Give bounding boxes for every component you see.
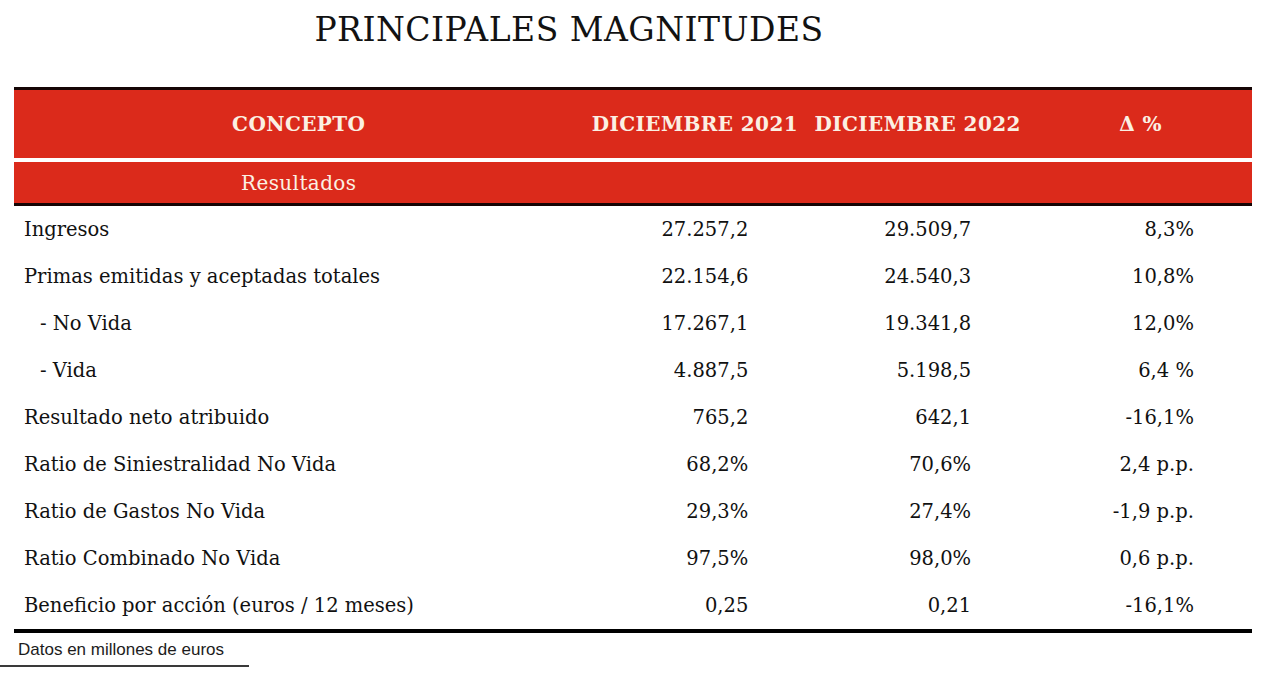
table-row: Beneficio por acción (euros / 12 meses) …	[14, 582, 1252, 629]
row-value-diciembre-2022: 642,1	[806, 406, 1029, 429]
table-row: Ratio de Siniestralidad No Vida 68,2% 70…	[14, 441, 1252, 488]
row-concepto-label: Resultado neto atribuido	[14, 406, 583, 429]
row-value-delta: -1,9 p.p.	[1029, 500, 1252, 523]
header-concepto: CONCEPTO	[14, 112, 583, 136]
page-title: PRINCIPALES MAGNITUDES	[0, 10, 1188, 49]
row-value-delta: 12,0%	[1029, 312, 1252, 335]
row-value-diciembre-2021: 29,3%	[583, 500, 806, 523]
table-row: Resultado neto atribuido 765,2 642,1 -16…	[14, 394, 1252, 441]
magnitudes-table: CONCEPTO DICIEMBRE 2021 DICIEMBRE 2022 Δ…	[14, 87, 1252, 633]
row-value-diciembre-2022: 0,21	[806, 594, 1029, 617]
row-value-diciembre-2022: 19.341,8	[806, 312, 1029, 335]
table-row: Primas emitidas y aceptadas totales 22.1…	[14, 253, 1252, 300]
row-concepto-label: Ingresos	[14, 218, 583, 241]
row-value-diciembre-2022: 98,0%	[806, 547, 1029, 570]
section-label: Resultados	[14, 171, 583, 195]
row-value-delta: 8,3%	[1029, 218, 1252, 241]
row-concepto-label: Beneficio por acción (euros / 12 meses)	[14, 594, 583, 617]
row-concepto-label: Ratio de Gastos No Vida	[14, 500, 583, 523]
row-value-diciembre-2022: 29.509,7	[806, 218, 1029, 241]
header-delta-percent: Δ %	[1029, 112, 1252, 136]
row-concepto-label: - No Vida	[14, 312, 583, 335]
table-row: Ratio Combinado No Vida 97,5% 98,0% 0,6 …	[14, 535, 1252, 582]
row-value-diciembre-2021: 27.257,2	[583, 218, 806, 241]
table-row: - Vida 4.887,5 5.198,5 6,4 %	[14, 347, 1252, 394]
row-concepto-label: Primas emitidas y aceptadas totales	[14, 265, 583, 288]
row-concepto-label: - Vida	[14, 359, 583, 382]
row-value-delta: -16,1%	[1029, 594, 1252, 617]
row-concepto-label: Ratio de Siniestralidad No Vida	[14, 453, 583, 476]
row-value-delta: 0,6 p.p.	[1029, 547, 1252, 570]
table-header-row: CONCEPTO DICIEMBRE 2021 DICIEMBRE 2022 Δ…	[14, 87, 1252, 158]
table-body: Ingresos 27.257,2 29.509,7 8,3% Primas e…	[14, 206, 1252, 633]
row-value-diciembre-2021: 97,5%	[583, 547, 806, 570]
row-value-diciembre-2021: 17.267,1	[583, 312, 806, 335]
row-value-diciembre-2021: 68,2%	[583, 453, 806, 476]
row-value-diciembre-2022: 27,4%	[806, 500, 1029, 523]
row-value-delta: 6,4 %	[1029, 359, 1252, 382]
header-diciembre-2022: DICIEMBRE 2022	[806, 112, 1029, 136]
row-concepto-label: Ratio Combinado No Vida	[14, 547, 583, 570]
row-value-delta: 10,8%	[1029, 265, 1252, 288]
row-value-diciembre-2021: 0,25	[583, 594, 806, 617]
row-value-diciembre-2021: 4.887,5	[583, 359, 806, 382]
row-value-diciembre-2022: 24.540,3	[806, 265, 1029, 288]
header-diciembre-2021: DICIEMBRE 2021	[583, 112, 806, 136]
row-value-diciembre-2021: 765,2	[583, 406, 806, 429]
row-value-delta: -16,1%	[1029, 406, 1252, 429]
table-row: Ratio de Gastos No Vida 29,3% 27,4% -1,9…	[14, 488, 1252, 535]
row-value-diciembre-2022: 70,6%	[806, 453, 1029, 476]
section-row-resultados: Resultados	[14, 162, 1252, 206]
footnote: Datos en millones de euros	[0, 637, 249, 667]
row-value-delta: 2,4 p.p.	[1029, 453, 1252, 476]
row-value-diciembre-2021: 22.154,6	[583, 265, 806, 288]
table-row: - No Vida 17.267,1 19.341,8 12,0%	[14, 300, 1252, 347]
table-row: Ingresos 27.257,2 29.509,7 8,3%	[14, 206, 1252, 253]
row-value-diciembre-2022: 5.198,5	[806, 359, 1029, 382]
